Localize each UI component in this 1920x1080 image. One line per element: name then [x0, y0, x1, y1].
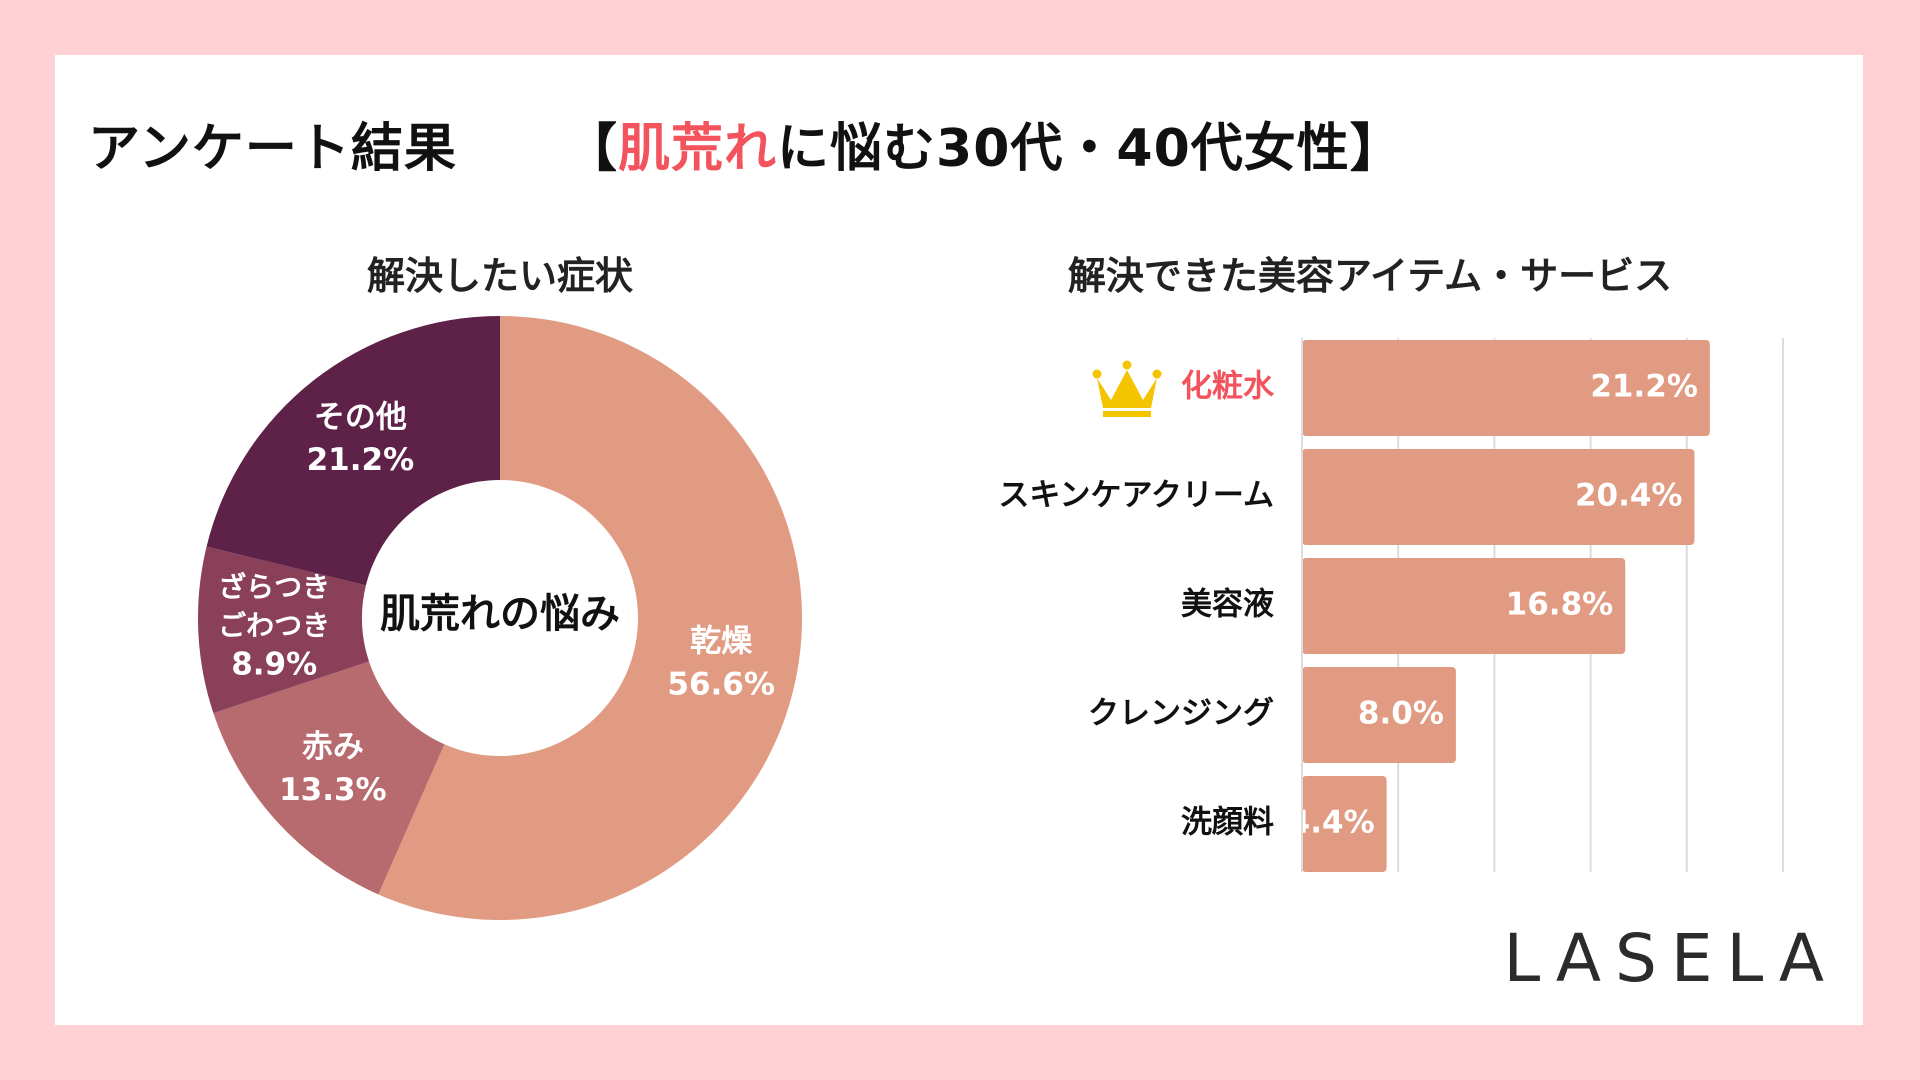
donut-slice-value: 8.9%: [231, 646, 317, 682]
bar-0: [1302, 340, 1710, 436]
donut-slice-label: 赤み: [302, 729, 364, 765]
bar-category-label: スキンケアクリーム: [998, 478, 1274, 514]
subtitle-highlight: 肌荒れ: [618, 119, 778, 179]
donut-center-label: 肌荒れの悩み: [380, 591, 620, 637]
brand-logo: LASELA: [1503, 920, 1838, 997]
bar-chart: 21.2% 化粧水 20.4% スキンケアクリーム 16.8% 美容液 8.0% クレンジング…: [998, 338, 1784, 872]
bar-chart-title: 解決できた美容アイテム・サービス: [1067, 254, 1673, 298]
bar-category-label: クレンジング: [1088, 696, 1274, 732]
donut-slice-value: 13.3%: [279, 772, 387, 808]
donut-slice-value: 56.6%: [667, 666, 775, 702]
bar-category-label: 洗顔料: [1181, 805, 1274, 841]
donut-slice-2: [198, 546, 370, 714]
bar-value-label: 16.8%: [1506, 587, 1614, 623]
subtitle-bracket-open: 【: [565, 119, 619, 179]
bar-value-label: 8.0%: [1358, 696, 1444, 732]
bar-value-label: 4.4%: [1289, 805, 1375, 841]
donut-slice-3: [206, 316, 501, 586]
donut-chart-title: 解決したい症状: [366, 254, 633, 298]
bar-3: [1302, 667, 1456, 763]
page-title: アンケート結果: [88, 119, 457, 179]
bar-2: [1302, 558, 1626, 654]
crown-icon: [1092, 360, 1162, 417]
bar-value-label: 21.2%: [1590, 369, 1698, 405]
bar-1: [1302, 449, 1695, 545]
bar-category-label: 化粧水: [1181, 369, 1275, 405]
subtitle-rest: に悩む30代・40代女性】: [777, 119, 1403, 179]
donut-slice-label: 乾燥: [690, 624, 753, 660]
donut-slice-1: [213, 661, 445, 895]
donut-slice-label: その他: [314, 399, 407, 435]
bar-category-label: 美容液: [1181, 587, 1274, 623]
donut-slice-0: [378, 316, 803, 921]
donut-slice-label: ごわつき: [218, 609, 330, 642]
donut-slice-value: 21.2%: [307, 442, 415, 478]
page-subtitle: 【肌荒れに悩む30代・40代女性】: [565, 106, 1403, 181]
bar-4: [1302, 776, 1387, 872]
donut-slice-label: ざらつき: [218, 571, 330, 604]
bar-value-label: 20.4%: [1575, 478, 1683, 514]
